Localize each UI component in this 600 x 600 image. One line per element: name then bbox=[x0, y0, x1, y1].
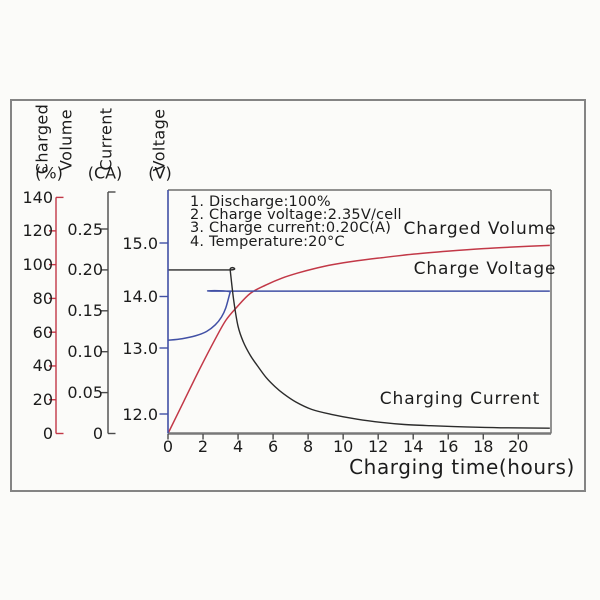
current-tick-label-0.25: 0.25 bbox=[67, 219, 103, 239]
charged-volume-axis-unit: (%) bbox=[35, 163, 63, 183]
voltage-tick-label-13.0: 13.0 bbox=[122, 338, 158, 358]
time-tick-label-18: 18 bbox=[473, 437, 494, 456]
voltage-tick-label-12.0: 12.0 bbox=[122, 404, 158, 424]
time-tick-label-0: 0 bbox=[162, 437, 174, 456]
current-tick-label-0.15: 0.15 bbox=[67, 301, 103, 321]
volume-tick-label-140: 140 bbox=[22, 187, 53, 207]
volume-tick-label-0: 0 bbox=[42, 424, 53, 443]
time-tick-label-4: 4 bbox=[232, 437, 244, 456]
volume-tick-label-40: 40 bbox=[32, 356, 53, 376]
current-tick-label-0.10: 0.10 bbox=[67, 342, 103, 362]
current-axis-title: Current bbox=[96, 107, 116, 171]
time-axis-label: Charging time(hours) bbox=[349, 455, 575, 479]
voltage-tick-label-15.0: 15.0 bbox=[122, 233, 158, 253]
current-axis-unit: (CA) bbox=[87, 163, 123, 183]
volume-tick-label-120: 120 bbox=[22, 221, 53, 241]
charging-current-curve-label: Charging Current bbox=[379, 389, 541, 409]
charged-volume-curve bbox=[167, 244, 550, 434]
time-tick-label-20: 20 bbox=[508, 437, 529, 456]
time-tick-label-10: 10 bbox=[332, 437, 354, 456]
charge-voltage-curve bbox=[167, 289, 550, 342]
time-tick-label-2: 2 bbox=[197, 437, 209, 456]
note-line-current: 3. Charge current:0.20C(A) bbox=[190, 220, 392, 237]
charging-current-curve bbox=[168, 266, 550, 429]
voltage-tick-label-14.0: 14.0 bbox=[122, 287, 158, 306]
time-tick-label-16: 16 bbox=[438, 437, 459, 456]
axis-ticks bbox=[49, 191, 519, 440]
time-tick-label-8: 8 bbox=[303, 437, 314, 456]
current-tick-label-0: 0 bbox=[92, 424, 103, 443]
current-tick-label-0.05: 0.05 bbox=[67, 383, 103, 403]
voltage-axis-unit: (V) bbox=[148, 163, 172, 183]
note-line-discharge: 1. Discharge:100% bbox=[190, 194, 331, 210]
volume-tick-label-20: 20 bbox=[32, 390, 53, 410]
time-tick-label-6: 6 bbox=[267, 437, 279, 456]
current-tick-label-0.20: 0.20 bbox=[67, 260, 103, 280]
time-tick-label-14: 14 bbox=[403, 437, 424, 456]
charged-volume-axis-title-line2: Volume bbox=[56, 109, 76, 171]
voltage-axis-title: Voltage bbox=[149, 108, 169, 172]
charged-volume-curve-label: Charged Volume bbox=[403, 219, 557, 239]
volume-tick-label-60: 60 bbox=[32, 322, 53, 342]
chart-frame bbox=[10, 99, 586, 492]
volume-tick-label-100: 100 bbox=[22, 255, 53, 275]
volume-tick-label-80: 80 bbox=[32, 288, 53, 308]
test-conditions-note: 1. Discharge:100% 2. Charge voltage:2.35… bbox=[190, 194, 402, 250]
note-line-voltage: 2. Charge voltage:2.35V/cell bbox=[190, 207, 402, 224]
time-tick-label-12: 12 bbox=[367, 437, 389, 456]
charge-voltage-curve-label: Charge Voltage bbox=[413, 259, 557, 279]
note-line-temperature: 4. Temperature:20°C bbox=[190, 233, 345, 250]
